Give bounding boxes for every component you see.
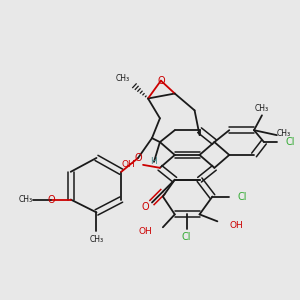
Text: H: H <box>151 158 157 166</box>
Text: OH: OH <box>122 160 135 169</box>
Text: Cl: Cl <box>286 137 295 147</box>
Text: CH₃: CH₃ <box>115 74 129 83</box>
Text: CH₃: CH₃ <box>89 235 103 244</box>
Text: OH: OH <box>229 221 243 230</box>
Text: Cl: Cl <box>182 232 191 242</box>
Text: CH₃: CH₃ <box>255 104 269 113</box>
Text: CH₃: CH₃ <box>19 195 33 204</box>
Text: O: O <box>157 76 165 85</box>
Text: O: O <box>47 194 55 205</box>
Text: O: O <box>141 202 149 212</box>
Text: OH: OH <box>138 227 152 236</box>
Text: CH₃: CH₃ <box>277 129 291 138</box>
Text: O: O <box>134 153 142 163</box>
Text: Cl: Cl <box>237 192 247 202</box>
